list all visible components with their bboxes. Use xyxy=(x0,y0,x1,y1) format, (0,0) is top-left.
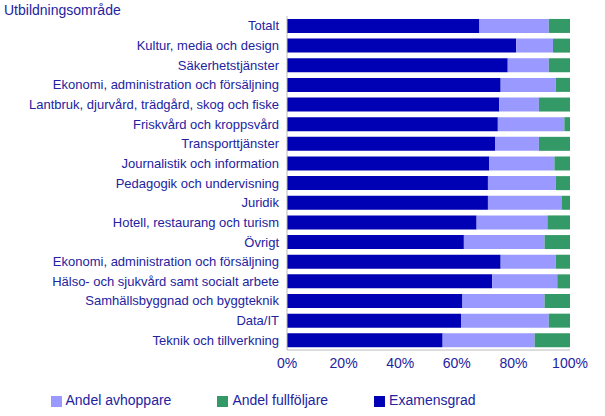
svg-text:Pedagogik och undervisning: Pedagogik och undervisning xyxy=(116,176,279,191)
svg-text:Ekonomi, administration och fö: Ekonomi, administration och försäljning xyxy=(53,77,279,92)
svg-text:Lantbruk, djurvård, trädgård,: Lantbruk, djurvård, trädgård, skog och f… xyxy=(29,97,279,112)
svg-text:Samhällsbyggnad och byggteknik: Samhällsbyggnad och byggteknik xyxy=(85,293,279,308)
svg-text:Hotell, restaurang och turism: Hotell, restaurang och turism xyxy=(113,215,279,230)
svg-text:Friskvård och kroppsvård: Friskvård och kroppsvård xyxy=(133,117,279,132)
svg-text:Journalistik och information: Journalistik och information xyxy=(121,156,279,171)
svg-text:Juridik: Juridik xyxy=(241,195,279,210)
html-text:Andel fullföljare: Andel fullföljare xyxy=(232,392,329,408)
svg-text:Teknik och tillverkning: Teknik och tillverkning xyxy=(153,333,279,348)
svg-text:40%: 40% xyxy=(386,355,414,371)
svg-text:Transporttjänster: Transporttjänster xyxy=(181,136,279,151)
svg-text:Data/IT: Data/IT xyxy=(236,313,279,328)
svg-text:Kultur, media och design: Kultur, media och design xyxy=(137,38,279,53)
svg-text:Totalt: Totalt xyxy=(248,18,279,33)
svg-text:Ekonomi, administration och fö: Ekonomi, administration och försäljning xyxy=(53,254,279,269)
svg-text:Övrigt: Övrigt xyxy=(244,235,279,250)
html-text:Andel avhoppare: Andel avhoppare xyxy=(65,392,172,408)
svg-text:0%: 0% xyxy=(277,355,297,371)
html-text:Examensgrad: Examensgrad xyxy=(389,392,476,408)
html-text:Utbildningsområde: Utbildningsområde xyxy=(4,2,121,18)
svg-text:Hälso- och sjukvård samt socia: Hälso- och sjukvård samt socialt arbete xyxy=(52,274,279,289)
svg-text:80%: 80% xyxy=(499,355,527,371)
svg-text:20%: 20% xyxy=(330,355,358,371)
svg-text:Säkerhetstjänster: Säkerhetstjänster xyxy=(178,58,280,73)
svg-text:100%: 100% xyxy=(552,355,588,371)
svg-text:60%: 60% xyxy=(443,355,471,371)
